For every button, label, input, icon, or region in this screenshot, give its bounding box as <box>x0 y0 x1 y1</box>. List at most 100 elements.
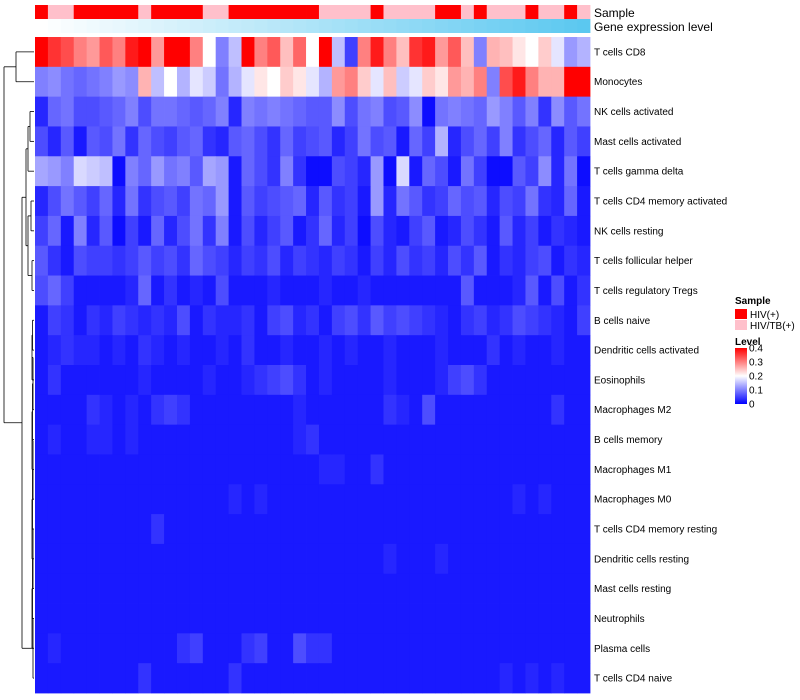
sample-annotation-cell <box>318 5 333 19</box>
heatmap-cell <box>241 156 255 187</box>
gene-expression-annotation-cell <box>538 19 552 33</box>
gene-expression-annotation-cell <box>293 19 307 33</box>
heatmap-cell <box>112 514 126 545</box>
sample-annotation-cell <box>564 5 578 19</box>
heatmap-cell <box>486 66 501 98</box>
heatmap-cell <box>331 96 346 127</box>
sample-annotation-cell <box>473 5 488 19</box>
heatmap-cell <box>202 663 217 694</box>
heatmap-cell <box>318 245 333 276</box>
heatmap-cell <box>564 156 578 187</box>
heatmap-cell <box>151 215 165 247</box>
heatmap-cell <box>60 245 75 276</box>
legend: Sample HIV(+) HIV/TB(+) Level 0 0.1 0.2 0.3… <box>735 296 795 411</box>
heatmap-cell <box>409 514 423 545</box>
heatmap-cell <box>138 215 152 247</box>
heatmap-cell <box>35 514 49 545</box>
heatmap-cell <box>293 454 307 485</box>
heatmap-cell <box>538 514 552 545</box>
heatmap-cell <box>99 156 113 187</box>
heatmap-cell <box>280 96 294 127</box>
heatmap-cell <box>267 126 281 157</box>
heatmap-cell <box>435 156 449 187</box>
heatmap-cell <box>460 275 475 306</box>
heatmap-cell <box>448 37 462 68</box>
row-label: T cells follicular helper <box>594 256 693 267</box>
heatmap-cell <box>280 573 294 604</box>
heatmap-cell <box>512 514 526 545</box>
heatmap-cell <box>189 454 204 485</box>
heatmap-cell <box>383 365 397 396</box>
heatmap-cell <box>176 633 191 664</box>
heatmap-cell <box>86 663 100 694</box>
heatmap-cell <box>422 126 436 157</box>
heatmap-cell <box>47 633 62 664</box>
heatmap-cell <box>112 186 126 217</box>
heatmap-cell <box>267 365 281 396</box>
heatmap-cell <box>383 394 397 426</box>
heatmap-cell <box>409 335 423 366</box>
heatmap-cell <box>448 66 462 98</box>
heatmap-cell <box>512 215 526 247</box>
heatmap-cell <box>564 514 578 545</box>
heatmap-cell <box>202 365 217 396</box>
heatmap-cell <box>318 66 333 98</box>
heatmap-cell <box>138 424 152 455</box>
heatmap-cell <box>460 573 475 604</box>
heatmap-cell <box>125 275 139 306</box>
heatmap-cell <box>60 96 75 127</box>
row-label: Neutrophils <box>594 614 645 625</box>
heatmap-cell <box>280 603 294 634</box>
heatmap-cell <box>409 305 423 336</box>
heatmap-cell <box>357 484 371 515</box>
heatmap-cell <box>422 514 436 545</box>
heatmap-cell <box>486 245 501 276</box>
heatmap-cell <box>254 96 268 127</box>
heatmap-cell <box>151 424 165 455</box>
heatmap-cell <box>99 305 113 336</box>
heatmap-cell <box>318 335 333 366</box>
heatmap-cell <box>47 186 62 217</box>
gene-expression-annotation-cell <box>267 19 281 33</box>
sample-annotation-cell <box>176 5 191 19</box>
heatmap-cell <box>486 394 501 426</box>
sample-annotation-cell <box>435 5 449 19</box>
heatmap-cell <box>448 543 462 575</box>
heatmap-cell <box>512 37 526 68</box>
heatmap-cell <box>86 156 100 187</box>
sample-annotation-cell <box>99 5 113 19</box>
heatmap-cell <box>189 424 204 455</box>
heatmap-cell <box>99 186 113 217</box>
heatmap-cell <box>267 156 281 187</box>
heatmap-cell <box>409 275 423 306</box>
sample-annotation-cell <box>383 5 397 19</box>
heatmap-cell <box>254 156 268 187</box>
heatmap-cell <box>318 305 333 336</box>
heatmap-cell <box>331 633 346 664</box>
heatmap-cell <box>318 365 333 396</box>
heatmap-cell <box>422 633 436 664</box>
heatmap-cell <box>538 543 552 575</box>
heatmap-cell <box>112 275 126 306</box>
heatmap-cell <box>383 603 397 634</box>
heatmap-cell <box>383 514 397 545</box>
heatmap-cell <box>448 454 462 485</box>
row-label: Dendritic cells activated <box>594 346 699 357</box>
legend-label-hiv-tb: HIV/TB(+) <box>750 321 795 332</box>
heatmap-cell <box>577 335 591 366</box>
heatmap-cell <box>344 365 359 396</box>
heatmap-cell <box>331 156 346 187</box>
heatmap-cell <box>551 215 565 247</box>
heatmap-cell <box>228 573 242 604</box>
gene-expression-annotation-cell <box>228 19 242 33</box>
heatmap-cell <box>125 394 139 426</box>
heatmap-cell <box>189 573 204 604</box>
heatmap-cell <box>538 66 552 98</box>
heatmap-cell <box>47 305 62 336</box>
heatmap-cell <box>176 424 191 455</box>
heatmap-cell <box>138 37 152 68</box>
heatmap-cell <box>267 305 281 336</box>
row-label: T cells CD4 memory resting <box>594 525 717 536</box>
heatmap-cell <box>577 514 591 545</box>
heatmap-cell <box>460 305 475 336</box>
